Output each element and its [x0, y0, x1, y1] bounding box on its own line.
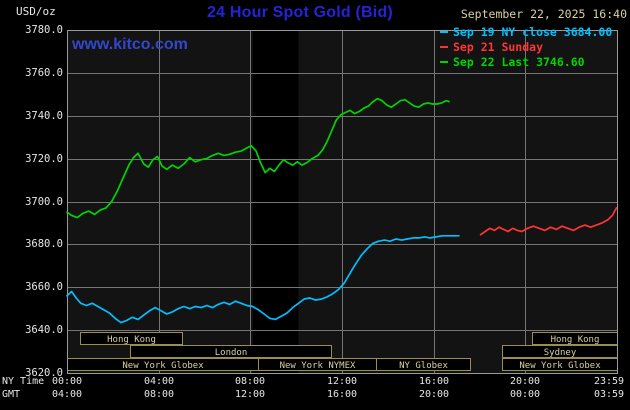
y-axis-tick-label: 3740.0 — [25, 110, 63, 122]
y-axis-tick-label: 3620.0 — [25, 367, 63, 379]
legend: Sep 19 NY close 3684.00 Sep 21 Sunday Sep … — [440, 24, 612, 69]
market-session-label: Hong Kong — [551, 335, 600, 345]
x-axis-tick-label-ny: 20:00 — [509, 376, 541, 387]
x-axis-tick-label-ny: 08:00 — [234, 376, 266, 387]
x-axis-tick-label-gmt: 08:00 — [143, 389, 175, 400]
x-axis-tick-label-ny: 12:00 — [326, 376, 358, 387]
x-axis-tick-label-gmt: 04:00 — [51, 389, 83, 400]
x-axis-tick-label-ny: 04:00 — [143, 376, 175, 387]
legend-label: Sep 21 Sunday — [453, 39, 544, 54]
kitco-website-link[interactable]: www.kitco.com — [72, 36, 188, 53]
x-axis-tick-label-gmt: 16:00 — [326, 389, 358, 400]
legend-label: Sep 19 NY close 3684.00 — [453, 24, 613, 39]
legend-marker-dash-icon — [440, 60, 448, 63]
y-axis-tick-label: 3640.0 — [25, 324, 63, 336]
market-session-box — [376, 358, 471, 371]
market-session-label: New York Globex — [519, 361, 601, 371]
legend-item: Sep 21 Sunday — [440, 39, 612, 54]
market-session-label: London — [215, 348, 248, 358]
market-session-label: New York NYMEX — [280, 361, 356, 371]
chart-title: 24 Hour Spot Gold (Bid) — [207, 4, 393, 21]
y-axis-units-label: USD/oz — [16, 5, 56, 18]
legend-label: Sep 22 Last 3746.60 — [453, 54, 585, 69]
y-axis-tick-label: 3760.0 — [25, 67, 63, 79]
legend-item: Sep 22 Last 3746.60 — [440, 54, 612, 69]
x-axis-tick-label-gmt: 00:00 — [509, 389, 541, 400]
market-session-label: NY Globex — [399, 361, 448, 371]
legend-marker-dash-icon — [440, 30, 448, 33]
market-session-box — [80, 332, 183, 345]
y-axis-tick-label: 3680.0 — [25, 238, 63, 250]
y-axis-tick-label: 3780.0 — [25, 24, 63, 36]
x-axis-tick-label-gmt: 20:00 — [418, 389, 450, 400]
market-session-label: Hong Kong — [107, 335, 156, 345]
legend-marker-dash-icon — [440, 45, 448, 48]
price-series-sep19-ny-close — [66, 234, 460, 324]
price-series-sep21-sunday — [479, 207, 618, 236]
chart-datetime: September 22, 2025 16:40 — [460, 7, 627, 21]
y-axis-tick-label: 3700.0 — [25, 196, 63, 208]
market-session-box — [130, 345, 332, 358]
y-axis-tick-label: 3660.0 — [25, 281, 63, 293]
market-session-label: New York Globex — [122, 361, 204, 371]
legend-item: Sep 19 NY close 3684.00 — [440, 24, 612, 39]
plot-border — [67, 30, 618, 374]
x-axis-tick-label-gmt: 12:00 — [234, 389, 266, 400]
session-shade-band — [252, 30, 299, 373]
y-axis-tick-label: 3720.0 — [25, 153, 63, 165]
x-axis-name-gmt: GMT — [2, 389, 21, 400]
x-axis-tick-label-ny: 23:59 — [593, 376, 625, 387]
market-session-label: Sydney — [544, 348, 577, 358]
x-axis-tick-label-ny: 00:00 — [51, 376, 83, 387]
price-series-sep22-current — [66, 97, 450, 219]
x-axis-tick-label-ny: 16:00 — [418, 376, 450, 387]
x-axis-tick-label-gmt: 03:59 — [593, 389, 625, 400]
x-axis-name-ny-time: NY Time — [2, 376, 45, 387]
